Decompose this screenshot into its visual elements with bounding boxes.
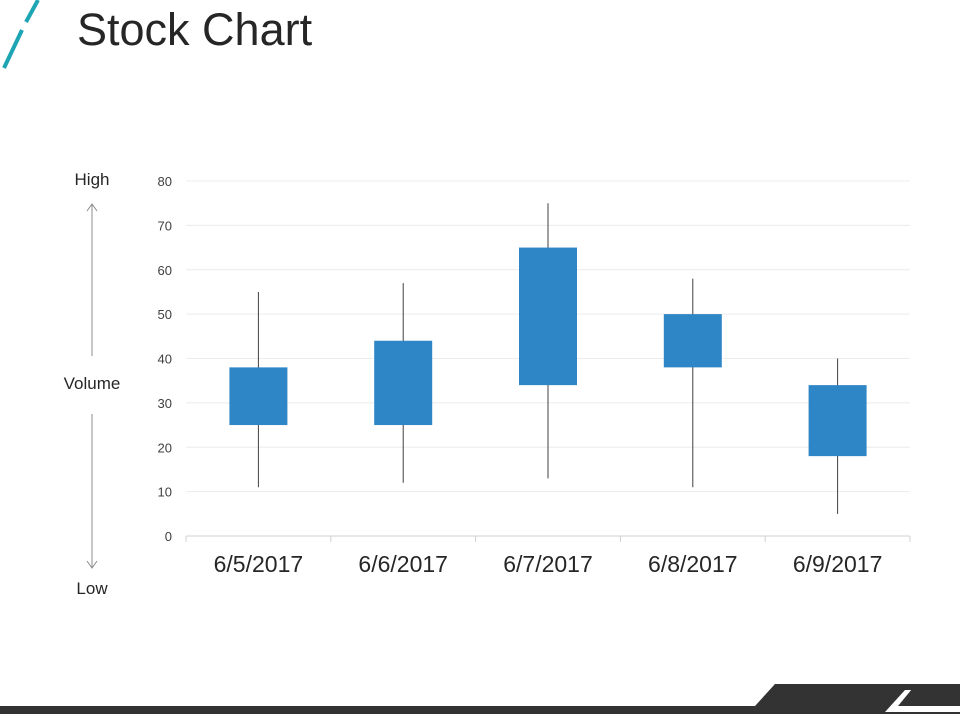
candle-body xyxy=(229,367,288,426)
page-title: Stock Chart xyxy=(77,4,313,55)
y-tick-label: 80 xyxy=(158,174,172,189)
x-tick-label: 6/8/2017 xyxy=(648,551,738,577)
x-tick-label: 6/7/2017 xyxy=(503,551,593,577)
footer-tab-right xyxy=(898,689,960,706)
x-tick-label: 6/6/2017 xyxy=(358,551,448,577)
y-tick-label: 40 xyxy=(158,352,172,367)
candle-body xyxy=(519,247,577,386)
y-axis: 0 10 20 30 40 50 60 70 80 xyxy=(158,174,172,544)
up-arrow-icon xyxy=(86,203,98,212)
x-axis: 6/5/2017 6/6/2017 6/7/2017 6/8/2017 6/9/2017 xyxy=(185,535,911,577)
y-tick-label: 60 xyxy=(158,263,172,278)
accent-stripes xyxy=(2,0,40,69)
x-tick-label: 6/5/2017 xyxy=(214,551,304,577)
candles xyxy=(229,203,867,514)
candle-body xyxy=(663,314,722,368)
side-arrows xyxy=(86,203,98,569)
y-tick-label: 70 xyxy=(158,218,172,233)
candle-body xyxy=(808,385,867,457)
y-tick-label: 50 xyxy=(158,307,172,322)
y-tick-label: 20 xyxy=(158,440,172,455)
footer-line xyxy=(0,706,960,714)
x-tick-label: 6/9/2017 xyxy=(793,551,883,577)
down-arrow-icon xyxy=(86,560,98,569)
high-label: High xyxy=(74,170,110,189)
candle-body xyxy=(374,340,433,426)
volume-label: Volume xyxy=(63,374,121,393)
y-tick-label: 30 xyxy=(158,396,172,411)
low-label: Low xyxy=(76,579,108,598)
y-tick-label: 10 xyxy=(158,485,172,500)
y-tick-label: 0 xyxy=(165,529,172,544)
